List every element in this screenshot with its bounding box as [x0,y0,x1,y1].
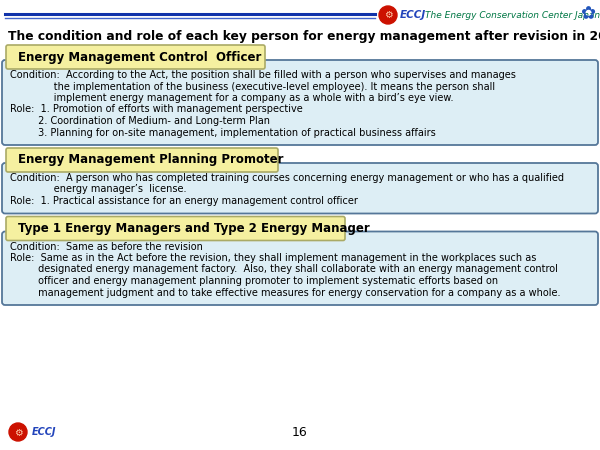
Text: officer and energy management planning promoter to implement systematic efforts : officer and energy management planning p… [10,276,498,286]
Text: energy manager’s  license.: energy manager’s license. [10,184,187,194]
FancyBboxPatch shape [6,216,345,240]
Text: ✿: ✿ [580,5,596,23]
Text: designated energy management factory.  Also, they shall collaborate with an ener: designated energy management factory. Al… [10,265,558,274]
Text: The Energy Conservation Center Japan: The Energy Conservation Center Japan [425,10,600,19]
Text: the implementation of the business (executive-level employee). It means the pers: the implementation of the business (exec… [10,81,495,91]
FancyBboxPatch shape [6,148,278,172]
Text: ECCJ: ECCJ [400,10,426,20]
Text: 16: 16 [292,426,308,438]
FancyBboxPatch shape [6,45,265,69]
Text: The condition and role of each key person for energy management after revision i: The condition and role of each key perso… [8,30,600,43]
Text: Energy Management Control  Officer: Energy Management Control Officer [18,50,262,63]
Text: ECCJ: ECCJ [32,427,56,437]
Circle shape [9,423,27,441]
Text: Role:  Same as in the Act before the revision, they shall implement management i: Role: Same as in the Act before the revi… [10,253,536,263]
Text: Role:  1. Promotion of efforts with management perspective: Role: 1. Promotion of efforts with manag… [10,104,303,114]
FancyBboxPatch shape [2,231,598,305]
Text: implement energy management for a company as a whole with a bird’s eye view.: implement energy management for a compan… [10,93,454,103]
Text: ⚙: ⚙ [14,428,22,438]
Text: Condition:  According to the Act, the position shall be filled with a person who: Condition: According to the Act, the pos… [10,70,516,80]
Text: management judgment and to take effective measures for energy conservation for a: management judgment and to take effectiv… [10,288,560,297]
FancyBboxPatch shape [2,60,598,145]
Text: 2. Coordination of Medium- and Long-term Plan: 2. Coordination of Medium- and Long-term… [10,116,270,126]
FancyBboxPatch shape [2,163,598,213]
Circle shape [379,6,397,24]
Text: Energy Management Planning Promoter: Energy Management Planning Promoter [18,153,284,166]
Text: Type 1 Energy Managers and Type 2 Energy Manager: Type 1 Energy Managers and Type 2 Energy… [18,222,370,235]
Text: ⚙: ⚙ [383,10,392,21]
Text: Condition:  Same as before the revision: Condition: Same as before the revision [10,242,203,252]
Text: Condition:  A person who has completed training courses concerning energy manage: Condition: A person who has completed tr… [10,173,564,183]
Text: 3. Planning for on-site management, implementation of practical business affairs: 3. Planning for on-site management, impl… [10,127,436,138]
Text: Role:  1. Practical assistance for an energy management control officer: Role: 1. Practical assistance for an ene… [10,196,358,206]
